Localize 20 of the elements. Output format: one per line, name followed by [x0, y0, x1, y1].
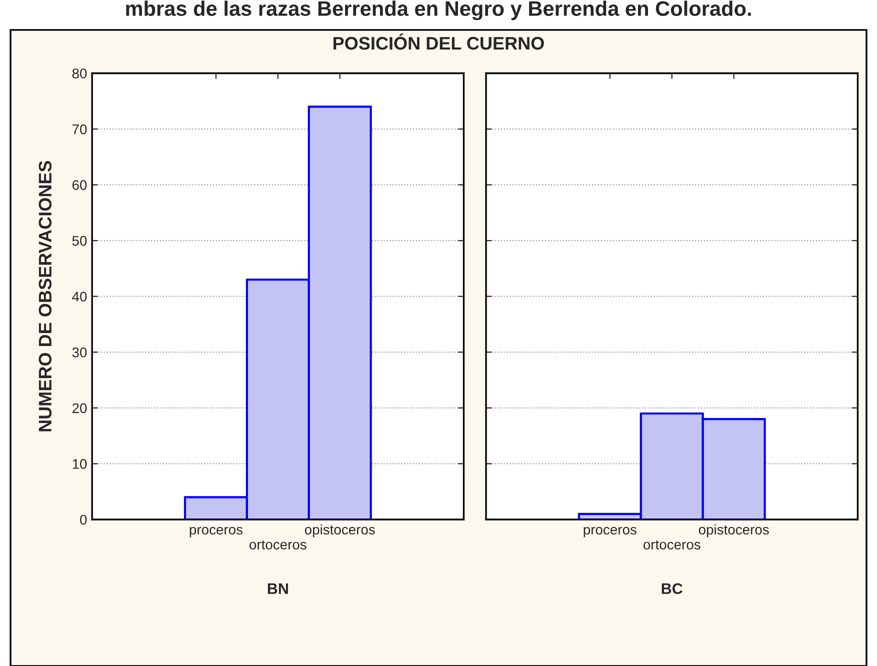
y-tick-label: 40 — [72, 292, 87, 302]
x-axis-title: BC — [662, 583, 682, 594]
x-tick-label: ortoceros — [250, 540, 306, 550]
text: mbras de las razas Berrenda en Negro y Berrenda en Colorado. — [126, 0, 751, 20]
text: POSICIÓN DEL CUERNO — [334, 34, 544, 50]
y-tick-label: 0 — [80, 514, 87, 525]
y-tick-label: 60 — [72, 180, 87, 190]
x-tick-label: opistoceros — [304, 524, 375, 538]
x-tick-label: proceros — [584, 526, 636, 538]
x-tick-label: opistoceros — [698, 524, 769, 538]
y-tick-label: 80 — [72, 68, 87, 78]
y-axis-title: NUMERO DE OBSERVACIONES — [38, 160, 52, 432]
y-tick-label: 30 — [72, 347, 87, 358]
x-tick-label: ortoceros — [644, 540, 700, 550]
y-tick-label: 50 — [72, 236, 87, 246]
y-tick-label: 10 — [72, 459, 87, 469]
x-tick-label: proceros — [190, 526, 242, 538]
x-axis-title: BN — [268, 583, 288, 594]
y-tick-label: 70 — [72, 124, 87, 134]
y-tick-label: 20 — [72, 403, 87, 414]
